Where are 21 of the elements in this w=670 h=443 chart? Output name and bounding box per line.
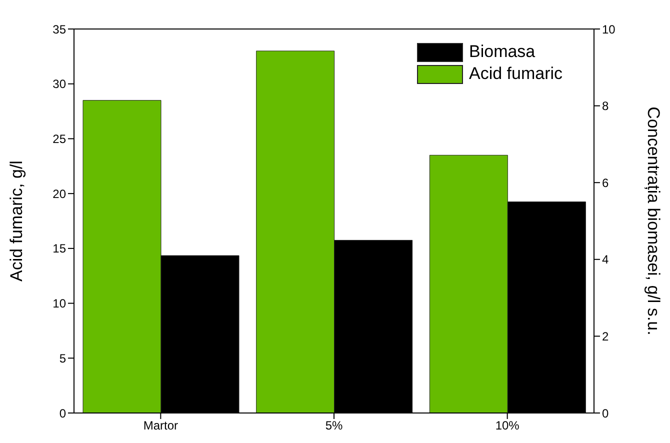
legend-label: Acid fumaric: [469, 64, 563, 84]
y2-tick-label: 8: [602, 99, 609, 114]
y-tick-label: 5: [59, 351, 66, 366]
y2-tick-label: 4: [602, 252, 609, 267]
y2-axis-title: Concentrația biomasei, g/l s.u.: [644, 106, 663, 336]
y2-tick-label: 0: [602, 406, 609, 420]
x-tick-label: 5%: [325, 418, 343, 433]
x-tick-label: 10%: [495, 418, 520, 433]
y-tick-label: 30: [52, 77, 66, 92]
y-tick-label: 35: [52, 22, 66, 36]
x-tick-label: Martor: [143, 418, 178, 433]
y-tick-label: 20: [52, 186, 66, 201]
y2-tick-label: 2: [602, 329, 609, 344]
y-tick-label: 0: [59, 406, 66, 420]
y2-tick-label: 6: [602, 176, 609, 190]
y2-tick-label: 10: [602, 22, 616, 36]
y-axis-title: Acid fumaric, g/l: [7, 160, 26, 282]
y-tick-label: 25: [52, 132, 66, 146]
y-tick-label: 15: [52, 242, 66, 256]
y-tick-label: 10: [52, 296, 66, 311]
legend-label: Biomasa: [469, 42, 536, 62]
